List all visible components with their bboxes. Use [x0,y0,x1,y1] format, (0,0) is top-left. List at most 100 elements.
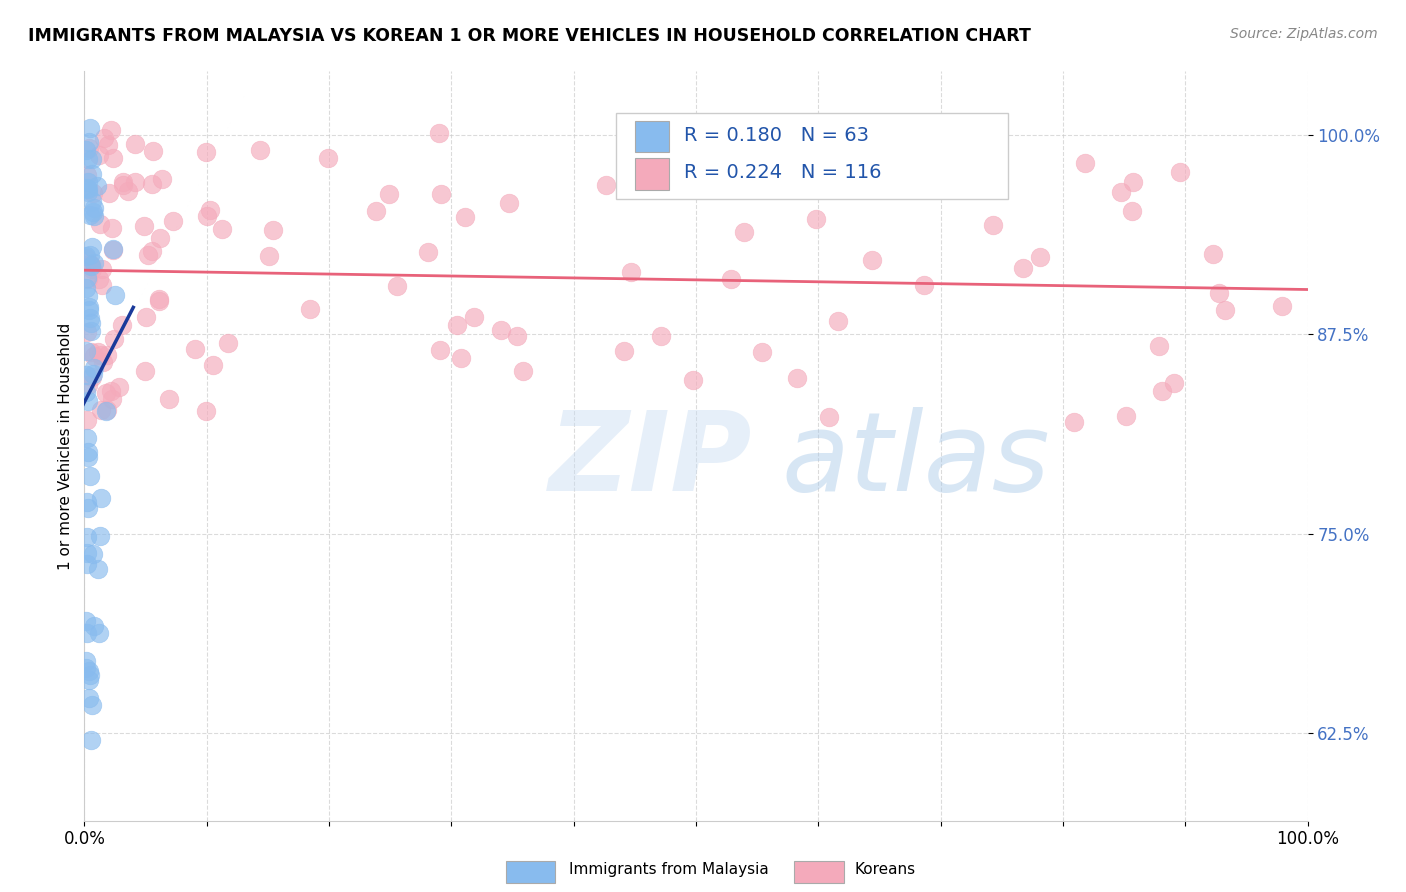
Point [77,289,100,303]
Point [103,332,125,346]
Point [135,310,157,324]
Point [80,259,103,273]
Point [751,344,773,359]
Point [197,209,219,223]
Point [211,222,233,236]
Point [80,152,103,166]
Point [1011,261,1033,276]
Point [76,377,98,392]
Point [76,271,98,285]
Point [90,402,112,417]
Text: Koreans: Koreans [855,863,915,877]
FancyBboxPatch shape [616,112,1008,199]
Point [86,178,108,193]
Point [316,151,339,165]
Point [1163,376,1185,390]
Point [720,272,742,286]
Point [217,336,239,351]
Point [80,194,103,209]
Text: atlas: atlas [782,408,1050,515]
Point [141,177,163,191]
Point [80,733,103,747]
Point [613,344,636,359]
Point [80,345,103,359]
Text: Immigrants from Malaysia: Immigrants from Malaysia [569,863,769,877]
Point [134,219,156,233]
Point [75,281,97,295]
Point [87,147,110,161]
Point [108,380,131,394]
Point [76,413,98,427]
Point [364,203,387,218]
Point [76,431,98,445]
Point [1213,303,1236,318]
Point [827,313,849,327]
Point [76,614,98,628]
Point [76,495,98,509]
Point [77,301,100,315]
Point [94,386,117,401]
Point [104,287,127,301]
Point [804,212,827,227]
Point [446,318,468,332]
Point [98,186,121,200]
Point [733,225,755,239]
Point [79,302,101,317]
Point [77,175,100,189]
Point [77,690,100,705]
Point [75,248,97,262]
Point [1152,384,1174,398]
Point [80,258,103,272]
Point [83,349,105,363]
Point [1029,250,1052,264]
Point [385,279,408,293]
Text: R = 0.224   N = 116: R = 0.224 N = 116 [683,163,882,182]
Point [101,151,124,165]
Point [77,501,100,516]
Point [257,249,280,263]
Point [1121,204,1143,219]
Point [117,184,139,198]
Point [595,178,617,193]
Point [76,626,98,640]
Point [773,133,796,147]
Point [82,368,104,382]
Point [76,546,98,560]
Point [77,141,100,155]
Point [79,668,101,682]
Point [101,221,124,235]
Point [79,121,101,136]
Point [75,654,97,668]
Point [89,348,111,362]
Point [90,278,112,293]
Point [124,175,146,189]
Point [112,175,135,189]
Point [77,185,100,199]
Point [489,323,512,337]
Point [818,410,841,425]
Point [1147,339,1170,353]
Point [149,231,172,245]
Point [983,218,1005,232]
Point [76,168,98,182]
Point [262,223,284,237]
Point [377,187,399,202]
Point [75,660,97,674]
Point [83,619,105,633]
Point [82,261,104,276]
Point [97,138,120,153]
Point [124,136,146,151]
Point [299,302,322,317]
Point [75,368,97,383]
Point [87,344,110,359]
Point [463,310,485,324]
Point [1121,175,1143,189]
Point [82,240,104,254]
Point [142,144,165,158]
Point [94,404,117,418]
Point [249,143,271,157]
Point [76,557,98,571]
Point [1202,247,1225,261]
Text: R = 0.180   N = 63: R = 0.180 N = 63 [683,126,869,145]
Point [860,253,883,268]
